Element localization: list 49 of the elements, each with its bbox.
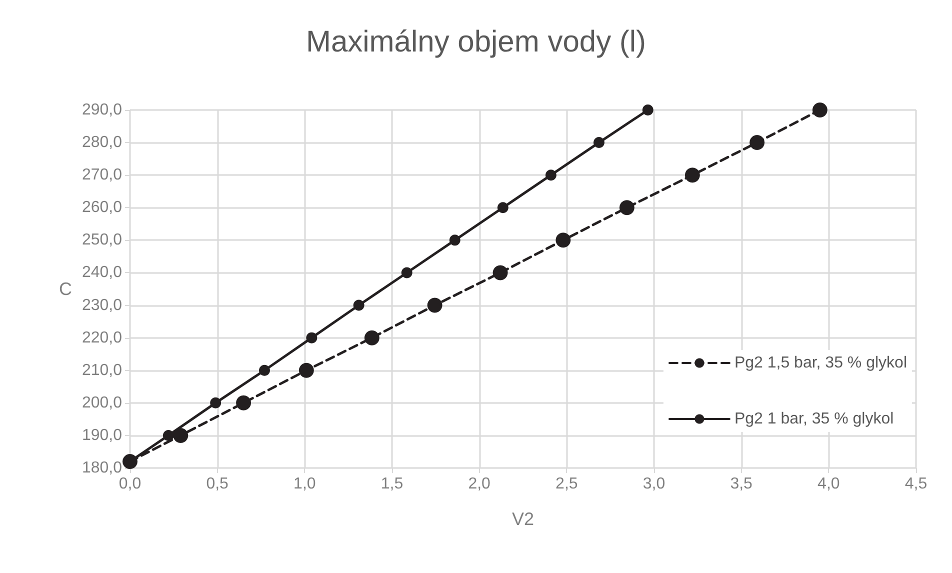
point: [298, 362, 314, 378]
y-tick-label: 240,0: [82, 264, 122, 282]
x-tick-label: 0,5: [206, 476, 229, 492]
point: [545, 170, 556, 181]
x-tick-label: 0,0: [118, 476, 142, 492]
point: [236, 395, 252, 410]
x-axis-title: V2: [512, 509, 534, 529]
x-tick-label: 4,0: [818, 476, 840, 492]
legend-label: Pg2 1 bar, 35 % glykol: [734, 410, 894, 428]
y-tick-label: 200,0: [82, 394, 122, 412]
point: [306, 332, 318, 344]
point: [449, 234, 460, 246]
point: [619, 200, 634, 216]
y-tick-label: 280,0: [82, 134, 122, 152]
x-tick-label: 3,0: [642, 476, 666, 492]
x-tick-label: 1,0: [294, 476, 316, 492]
y-tick-label: 290,0: [82, 102, 122, 118]
point: [259, 364, 270, 376]
y-tick-label: 270,0: [82, 166, 122, 184]
point: [812, 102, 828, 118]
point: [750, 135, 765, 150]
y-tick-label: 180,0: [82, 460, 122, 476]
y-tick-label: 220,0: [82, 329, 122, 346]
point: [642, 104, 654, 116]
point: [353, 300, 364, 311]
point: [492, 265, 508, 280]
y-axis-title: C: [59, 279, 72, 299]
point: [556, 232, 571, 248]
point: [210, 397, 222, 408]
chart-title: Maximálny objem vody (l): [306, 26, 646, 58]
y-tick-label: 260,0: [82, 199, 122, 216]
x-tick-label: 2,0: [468, 476, 491, 492]
point: [401, 267, 412, 278]
x-tick-label: 4,5: [904, 476, 928, 492]
point: [593, 137, 604, 148]
y-tick-label: 230,0: [82, 296, 122, 314]
point: [497, 202, 508, 214]
y-tick-label: 250,0: [82, 232, 122, 249]
x-tick-label: 2,5: [556, 476, 578, 492]
point: [173, 428, 188, 443]
x-tick-label: 3,5: [730, 476, 753, 492]
x-tick-label: 1,5: [380, 476, 404, 492]
y-tick-label: 210,0: [82, 362, 122, 379]
point: [427, 298, 442, 313]
point: [162, 430, 174, 441]
point: [684, 168, 700, 183]
point: [364, 330, 380, 346]
y-tick-label: 190,0: [82, 426, 122, 444]
legend-label: Pg2 1,5 bar, 35 % glykol: [734, 354, 908, 372]
